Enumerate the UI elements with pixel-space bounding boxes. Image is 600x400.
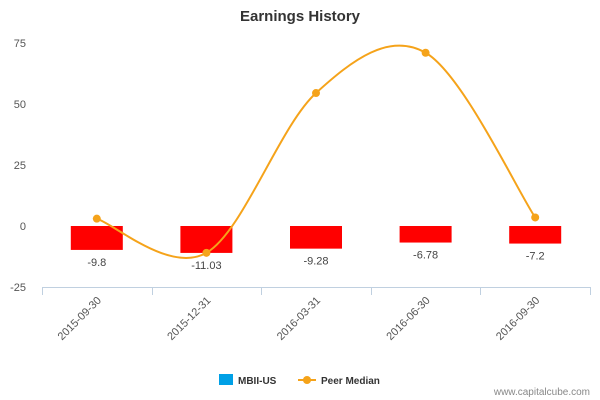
bar-series: -9.8 -11.03 -9.28 -6.78 -7.2 xyxy=(70,226,562,272)
x-axis: 2015-09-30 2015-12-31 2016-03-31 2016-06-30… xyxy=(42,287,591,343)
bar-data-label: -9.28 xyxy=(303,256,328,268)
bar-data-label: -7.2 xyxy=(526,251,545,263)
bar-data-label: -11.03 xyxy=(191,260,221,272)
x-tick-label: 2016-09-30 xyxy=(494,295,542,343)
y-tick-label: 25 xyxy=(14,160,26,172)
x-tick-label: 2015-09-30 xyxy=(56,295,104,343)
bar xyxy=(399,226,452,243)
legend-label-mbii: MBII-US xyxy=(238,376,277,387)
chart-title: Earnings History xyxy=(240,8,361,25)
line-series xyxy=(92,44,540,259)
peer-median-point xyxy=(421,48,430,57)
y-tick-label: 0 xyxy=(20,221,26,233)
bar xyxy=(290,226,342,249)
x-tick-label: 2015-12-31 xyxy=(165,295,213,343)
legend-marker-peer xyxy=(303,376,311,384)
peer-median-point xyxy=(312,89,320,98)
bar xyxy=(70,226,123,250)
legend-swatch-mbii xyxy=(219,374,233,385)
y-tick-label: -25 xyxy=(10,282,26,294)
bar-data-label: -6.78 xyxy=(413,250,438,262)
peer-median-point xyxy=(531,213,540,222)
credit-text: www.capitalcube.com xyxy=(493,387,590,398)
y-tick-label: 75 xyxy=(14,38,26,50)
peer-median-point xyxy=(92,214,101,223)
peer-median-point xyxy=(202,248,211,257)
legend: MBII-US Peer Median xyxy=(219,374,380,387)
x-tick-label: 2016-03-31 xyxy=(275,295,323,343)
bar-data-label: -9.8 xyxy=(87,257,106,269)
x-tick-label: 2016-06-30 xyxy=(384,295,432,343)
y-axis: -25 0 25 50 75 xyxy=(10,38,26,294)
legend-label-peer: Peer Median xyxy=(321,376,380,387)
y-tick-label: 50 xyxy=(14,99,26,111)
bar xyxy=(509,226,562,244)
bar xyxy=(180,226,233,253)
